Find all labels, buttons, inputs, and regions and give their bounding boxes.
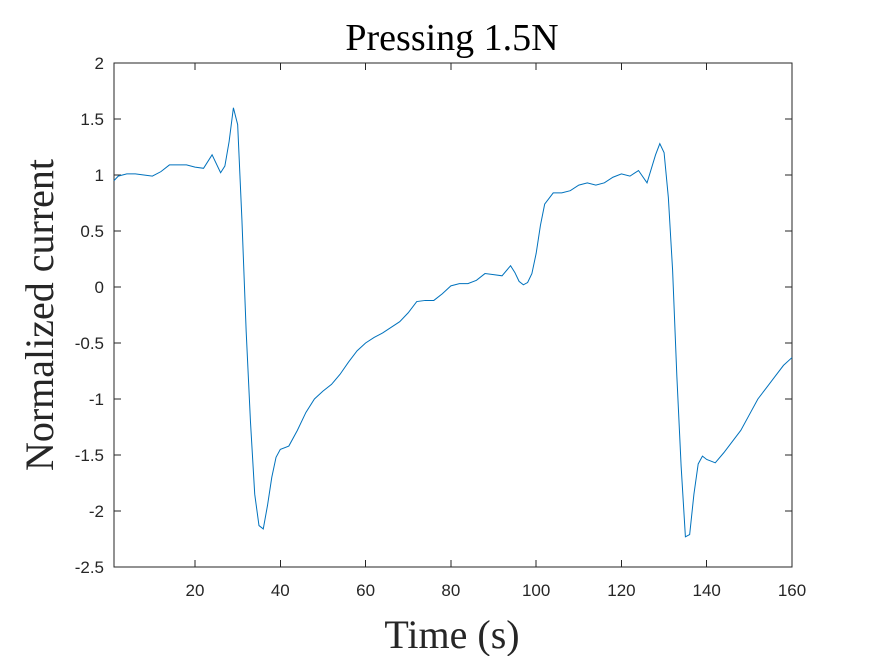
y-tick-label: 0.5 <box>80 222 104 241</box>
chart-title: Pressing 1.5N <box>345 17 558 59</box>
x-tick-label: 140 <box>693 581 721 600</box>
y-tick-label: 0 <box>95 278 104 297</box>
series-line <box>113 107 793 538</box>
y-tick-label: -0.5 <box>75 334 104 353</box>
y-axis: 2 1.5 1 0.5 0 -0.5 -1 -1.5 -2 -2.5 <box>75 54 792 577</box>
x-axis: 20 40 60 80 100 120 140 160 <box>186 63 806 600</box>
y-tick-label: -1.5 <box>75 446 104 465</box>
x-axis-label: Time (s) <box>384 612 519 656</box>
x-tick-label: 60 <box>356 581 375 600</box>
x-tick-label: 80 <box>441 581 460 600</box>
y-tick-label: 2 <box>95 54 104 73</box>
plot-border <box>113 62 793 568</box>
x-tick-label: 100 <box>522 581 550 600</box>
plot-area: 20 40 60 80 100 120 140 160 2 1.5 1 0.5 0 -0.5 -1 -1.5… <box>75 54 806 600</box>
y-axis-label: Normalized current <box>17 159 62 471</box>
y-tick-label: -2.5 <box>75 558 104 577</box>
y-tick-label: -1 <box>89 390 104 409</box>
x-tick-label: 40 <box>271 581 290 600</box>
x-tick-label: 120 <box>607 581 635 600</box>
y-tick-label: 1.5 <box>80 110 104 129</box>
y-tick-label: 1 <box>95 166 104 185</box>
y-tick-label: -2 <box>89 502 104 521</box>
x-tick-label: 160 <box>778 581 806 600</box>
x-tick-label: 20 <box>186 581 205 600</box>
